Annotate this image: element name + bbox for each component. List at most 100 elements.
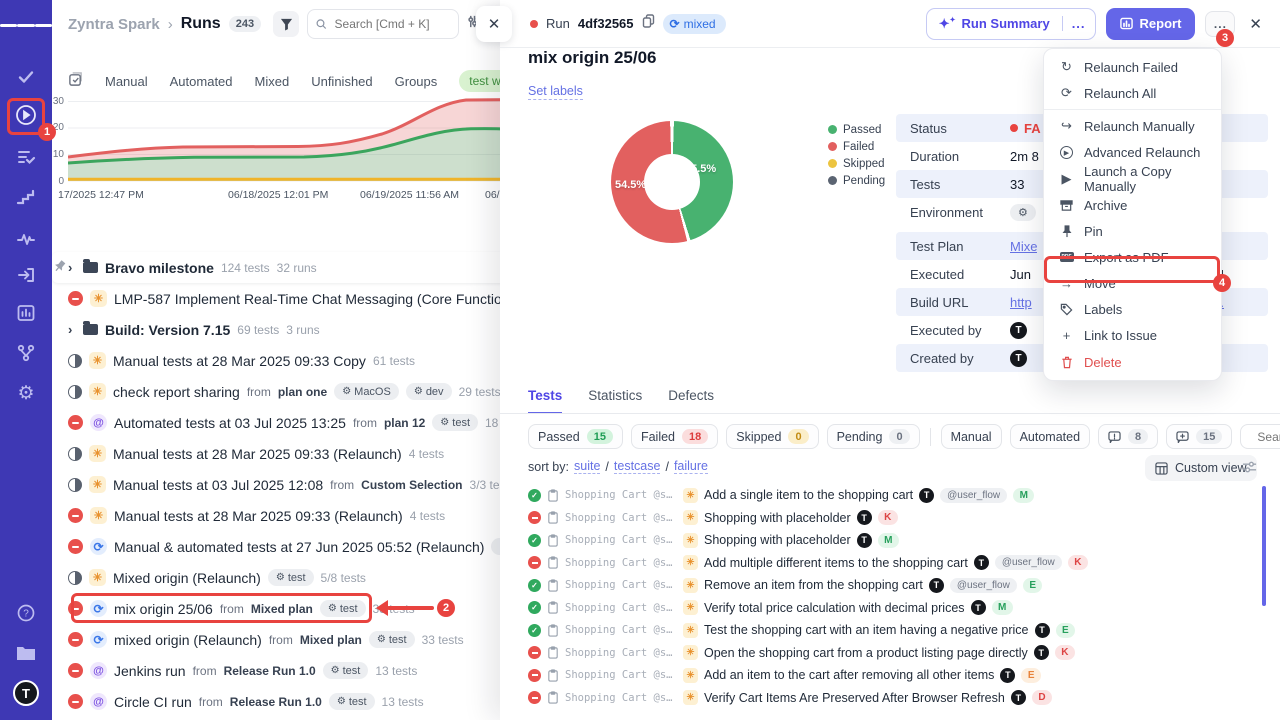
user-flow-tag[interactable]: @user_flow xyxy=(949,577,1017,593)
from-plan[interactable]: Mixed plan xyxy=(299,632,362,647)
menu-item-labels[interactable]: Labels xyxy=(1044,297,1221,323)
folder-icon[interactable] xyxy=(0,636,52,670)
tester-initial-badge[interactable]: E xyxy=(1055,622,1076,638)
filter-comments[interactable]: 8 xyxy=(1098,424,1159,449)
test-row[interactable]: Shopping Cart @s… ✳ Remove an item from th… xyxy=(500,574,1280,597)
menu-item-move[interactable]: → Move xyxy=(1060,276,1116,292)
tab-groups[interactable]: Groups xyxy=(394,73,438,89)
test-row[interactable]: Shopping Cart @s… ✳ Open the shopping cart… xyxy=(500,642,1280,665)
menu-item-archive[interactable]: Archive xyxy=(1044,192,1221,218)
test-title[interactable]: Verify Cart Items Are Preserved After Br… xyxy=(704,690,1005,705)
tab-unfinished[interactable]: Unfinished xyxy=(311,73,373,89)
assignee-avatar[interactable]: T xyxy=(970,600,986,616)
created-by-avatar[interactable]: T xyxy=(1010,349,1027,367)
sort-by-suite[interactable]: suite xyxy=(574,459,601,474)
panel-close-button[interactable]: ✕ xyxy=(476,6,512,42)
test-row[interactable]: Shopping Cart @s… ✳ Shopping with placehol… xyxy=(500,507,1280,530)
filter-passed[interactable]: Passed 15 xyxy=(528,424,623,449)
sort-by-failure[interactable]: failure xyxy=(673,459,708,474)
menu-item-pin[interactable]: Pin xyxy=(1044,218,1221,244)
breadcrumb-project[interactable]: Zyntra Spark xyxy=(68,15,160,33)
assignee-avatar[interactable]: T xyxy=(1034,622,1050,638)
chevron-right-icon[interactable]: › xyxy=(68,322,73,337)
menu-item-relaunch-all[interactable]: ⟳ Relaunch All xyxy=(1044,80,1221,106)
assignee-avatar[interactable]: T xyxy=(1000,667,1016,683)
filter-automated[interactable]: Automated xyxy=(1009,424,1091,449)
scrollbar-thumb[interactable] xyxy=(1262,486,1266,606)
filter-comments-add[interactable]: 15 xyxy=(1166,424,1233,449)
run-row[interactable]: ✳ Manual tests at 03 Jul 2025 12:08 from… xyxy=(52,469,520,500)
tester-initial-badge[interactable]: E xyxy=(1021,667,1042,683)
run-folder-row[interactable]: › Build: Version 7.15 69 tests 3 runs xyxy=(52,314,520,345)
test-title[interactable]: Shopping with placeholder xyxy=(704,510,851,525)
chevron-right-icon[interactable]: › xyxy=(68,260,73,275)
gear-icon[interactable]: ⚙ xyxy=(17,382,35,404)
tester-initial-badge[interactable]: K xyxy=(1067,555,1088,571)
branch-icon[interactable] xyxy=(0,336,52,370)
run-row[interactable]: @ Automated tests at 03 Jul 2025 13:25 f… xyxy=(52,407,520,438)
run-summary-button[interactable]: ✦✦ Run Summary ... xyxy=(925,7,1096,40)
assignee-avatar[interactable]: T xyxy=(919,487,935,503)
test-plan-link[interactable]: Mixe xyxy=(1010,238,1038,254)
run-row[interactable]: ⟳ Manual & automated tests at 27 Jun 202… xyxy=(52,531,520,562)
test-row[interactable]: Shopping Cart @s… ✳ Verify Cart Items Are … xyxy=(500,687,1280,710)
filter-pending[interactable]: Pending 0 xyxy=(826,424,920,449)
menu-item-delete[interactable]: Delete xyxy=(1044,349,1221,375)
tester-initial-badge[interactable]: K xyxy=(877,510,898,526)
tester-initial-badge[interactable]: E xyxy=(1022,577,1043,593)
tester-initial-badge[interactable]: D xyxy=(1031,690,1053,706)
test-row[interactable]: Shopping Cart @s… ✳ Test the shopping cart… xyxy=(500,619,1280,642)
column-settings-icon[interactable] xyxy=(1242,460,1257,479)
test-row[interactable]: Shopping Cart @s… ✳ Shopping with placehol… xyxy=(500,529,1280,552)
test-row[interactable]: Shopping Cart @s… ✳ Verify total price cal… xyxy=(500,597,1280,620)
menu-item-relaunch-manually[interactable]: ↪ Relaunch Manually xyxy=(1044,113,1221,139)
steps-icon[interactable] xyxy=(0,180,52,214)
from-plan[interactable]: plan 12 xyxy=(383,415,426,430)
close-icon[interactable]: ✕ xyxy=(1249,15,1262,33)
tab-statistics[interactable]: Statistics xyxy=(588,388,643,403)
run-row[interactable]: ✳ Manual tests at 28 Mar 2025 09:33 (Rel… xyxy=(52,438,520,469)
assignee-avatar[interactable]: T xyxy=(973,555,989,571)
test-search[interactable] xyxy=(1240,424,1280,449)
filter-failed[interactable]: Failed 18 xyxy=(630,424,719,449)
run-folder-row[interactable]: › Bravo milestone 124 tests 32 runs xyxy=(52,252,520,283)
filter-funnel-button[interactable] xyxy=(273,11,300,37)
test-row[interactable]: Shopping Cart @s… ✳ Add an item to the car… xyxy=(500,664,1280,687)
select-all-icon[interactable] xyxy=(68,72,83,90)
set-labels-link[interactable]: Set labels xyxy=(528,84,583,100)
menu-icon[interactable] xyxy=(0,8,52,42)
run-row[interactable]: ✳ Mixed origin (Relaunch) ⚙ test 5/8 test… xyxy=(52,562,520,593)
runs-play-circle-icon[interactable] xyxy=(0,98,52,132)
user-flow-tag[interactable]: @user_flow xyxy=(994,555,1062,571)
assignee-avatar[interactable]: T xyxy=(856,532,872,548)
executed-by-avatar[interactable]: T xyxy=(1010,321,1027,339)
user-flow-tag[interactable]: @user_flow xyxy=(940,487,1008,503)
summary-more-button[interactable]: ... xyxy=(1061,16,1095,31)
filter-skipped[interactable]: Skipped 0 xyxy=(726,424,819,449)
runs-search[interactable] xyxy=(307,9,460,39)
assignee-avatar[interactable]: T xyxy=(1033,645,1049,661)
environment-badge[interactable]: ⚙ xyxy=(1010,203,1036,221)
custom-view-button[interactable]: Custom view xyxy=(1145,455,1257,481)
logo-avatar[interactable]: T xyxy=(0,676,52,710)
test-title[interactable]: Open the shopping cart from a product li… xyxy=(704,645,1028,660)
test-row[interactable]: Shopping Cart @s… ✳ Add multiple different… xyxy=(500,552,1280,575)
run-row[interactable]: ✳ Manual tests at 28 Mar 2025 09:33 Copy… xyxy=(52,345,520,376)
test-title[interactable]: Add multiple different items to the shop… xyxy=(704,555,968,570)
from-plan[interactable]: Release Run 1.0 xyxy=(223,663,316,678)
assignee-avatar[interactable]: T xyxy=(856,510,872,526)
test-title[interactable]: Shopping with placeholder xyxy=(704,533,851,548)
filter-manual[interactable]: Manual xyxy=(940,424,1002,449)
run-row[interactable]: @ Circle CI run from Release Run 1.0 ⚙ te… xyxy=(52,686,520,717)
test-title[interactable]: Remove an item from the shopping cart xyxy=(704,578,923,593)
tab-automated[interactable]: Automated xyxy=(169,73,233,89)
copy-icon[interactable] xyxy=(642,14,655,33)
tab-manual[interactable]: Manual xyxy=(105,73,148,89)
run-row[interactable]: ✳ LMP-587 Implement Real-Time Chat Messa… xyxy=(52,283,520,314)
menu-item-relaunch-failed[interactable]: ↻ Relaunch Failed xyxy=(1044,54,1221,80)
from-plan[interactable]: Release Run 1.0 xyxy=(229,694,322,709)
sign-in-icon[interactable] xyxy=(0,258,52,292)
from-plan[interactable]: plan one xyxy=(277,384,328,399)
tab-tests[interactable]: Tests xyxy=(528,388,563,414)
test-title[interactable]: Add an item to the cart after removing a… xyxy=(704,668,995,683)
